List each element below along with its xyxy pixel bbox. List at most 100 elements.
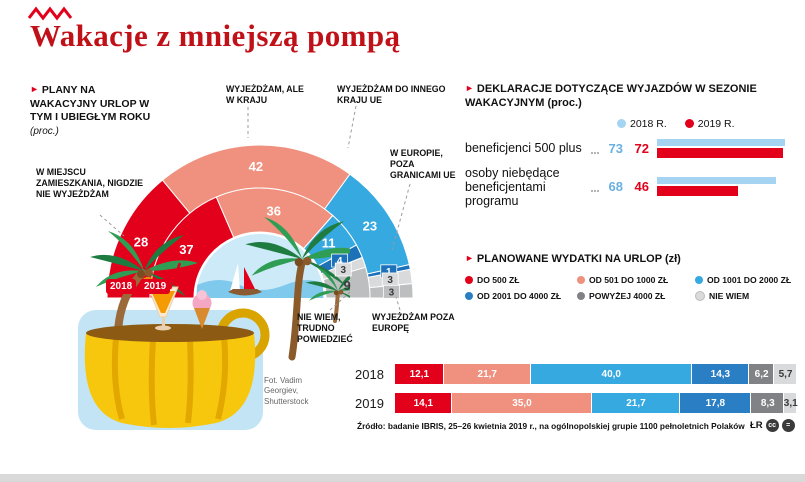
legend-item-2018: 2018 r. [617,118,667,130]
legend-item-2019: 2019 r. [684,117,735,130]
callout-other-eu: Wyjeżdżam do innego kraju UE [337,84,446,105]
year-badge-2019: 2019 [140,279,171,294]
spend-segment: 17,8 [679,393,752,413]
spend-segment: 21,7 [592,393,680,413]
heading-text: Planowane wydatki na urlop [476,253,662,265]
spend-bar-row: 2018 12,1 21,7 40,0 14,3 6,2 5,7 [355,364,800,384]
dotted-leader [591,181,599,193]
legend-label: Powyżej 4000 zł [589,291,666,302]
legend-dot-2019 [684,119,694,129]
arrow-marker-icon: ► [465,83,474,93]
donut-value-label: 3 [340,265,346,276]
donut-value-label: 28 [134,235,148,250]
nd-icon: = [781,419,795,432]
declaration-row-beneficiaries: beneficjenci 500 plus 73 72 [465,138,797,158]
spending-bars: 2018 12,1 21,7 40,0 14,3 6,2 5,7 2019 14,1 35,0 21… [355,364,800,422]
photo-credit: Fot. Vadim Georgiev, Shutterstock [264,376,309,406]
legend-dot [695,276,703,285]
spend-segment: 40,0 [530,364,692,384]
cc-icon: cc [765,419,779,432]
vacation-plans-heading: ► Plany na wakacyjny urlop w tym i ubiegł… [30,84,162,138]
donut-value-label: 37 [179,242,193,257]
legend-dot [465,292,473,301]
bar-2019 [657,147,783,158]
bar-2019 [657,186,738,197]
legend-label: 2018 r. [630,117,667,130]
spend-segment: 3,1 [784,393,798,413]
legend-label: Do 500 zł [477,275,520,286]
page-title: Wakacje z mniejszą pompą [30,18,401,53]
callout-stay-home: W miejscu zamieszkania, nigdzie nie wyje… [36,167,144,199]
heading-unit: (proc.) [547,97,582,110]
callout-europe-non-eu: W Europie, poza granicami UE [390,148,456,180]
bar-2018 [657,138,785,146]
donut-segment [322,266,371,299]
row-label: osoby niebędące beneficjentami programu [465,165,560,208]
value-2019: 72 [634,140,649,156]
spending-section: ► Planowane wydatki na urlop (zł) Do 500 … [465,252,797,302]
bar-pair [657,177,797,197]
spend-bar-row: 2019 14,1 35,0 21,7 17,8 8,3 3,1 [355,393,800,413]
donut-value-label: 36 [267,204,281,219]
donut-value-label: 4 [337,256,343,267]
arrow-marker-icon: ► [465,253,474,263]
value-2018: 73 [608,140,623,156]
zigzag-decoration [28,6,73,21]
spend-legend-item: Od 1001 do 2000 zł [695,275,797,285]
heading-unit: (proc.) [30,125,59,137]
declarations-heading: ► Deklaracje dotyczące wyjazdów w sezonie… [465,82,797,111]
legend-dot-2018 [617,119,626,129]
spend-segment: 14,1 [395,393,452,413]
bottom-edge-strip [0,474,805,482]
spend-segment: 12,1 [395,364,444,384]
donut-value-label: 3 [389,287,395,298]
donut-value-label: 42 [249,159,263,174]
year-label: 2018 [355,366,384,382]
declaration-row-non-beneficiaries: osoby niebędące beneficjentami programu … [465,166,797,208]
spend-legend-item: Powyżej 4000 zł [577,291,689,301]
bar-2018 [657,177,776,185]
source-note: Źródło: badanie IBRIS, 25–26 kwietnia 20… [357,421,745,431]
half-donut-chart [106,144,414,299]
donut-value-label: 11 [322,235,336,250]
dotted-leader [591,143,599,154]
stacked-bar: 14,1 35,0 21,7 17,8 8,3 3,1 [395,393,798,413]
donut-value-label: 9 [344,278,351,293]
spend-segment: 6,2 [749,364,775,384]
arrow-marker-icon: ► [30,84,39,94]
value-chip [382,284,400,299]
value-2018: 68 [608,179,623,195]
heading-text: Plany na wakacyjny urlop w tym i ubiegły… [30,84,151,124]
legend-label: Nie wiem [709,291,750,302]
legend-dot [577,276,585,285]
spend-segment: 35,0 [451,393,593,413]
spend-legend-item: Do 500 zł [465,275,571,285]
callout-domestic: Wyjeżdżam, ale w kraju [226,84,304,105]
spend-segment: 5,7 [774,364,797,384]
legend-dot [577,292,585,301]
legend-label: 2019 r. [697,117,735,130]
legend-label: Od 1001 do 2000 zł [707,275,792,286]
year-label: 2019 [355,395,384,411]
spend-legend-item: Od 501 do 1000 zł [577,275,689,285]
bar-pair [657,138,797,158]
spend-segment: 21,7 [443,364,531,384]
spend-legend-item: Nie wiem [695,291,797,302]
credits: ŁR cc = [750,419,795,432]
spending-heading: ► Planowane wydatki na urlop (zł) [465,252,797,266]
legend-dot [465,276,473,285]
row-label: beneficjenci 500 plus [465,141,582,156]
stacked-bar: 12,1 21,7 40,0 14,3 6,2 5,7 [395,364,797,384]
declarations-section: ► Deklaracje dotyczące wyjazdów w sezonie… [465,82,797,216]
declarations-legend: 2018 r. 2019 r. [617,118,797,130]
heading-text: Deklaracje dotyczące wyjazdów w sezonie … [465,83,757,110]
spend-legend-item: Od 2001 do 4000 zł [465,291,571,301]
heading-unit: (zł) [664,253,681,265]
callout-dont-know: Nie wiem, trudno powiedzieć [297,312,353,344]
legend-label: Od 501 do 1000 zł [589,275,669,286]
callout-outside-europe: Wyjeżdżam poza Europę [372,312,455,333]
spending-legend: Do 500 zł Od 501 do 1000 zł Od 1001 do 200… [465,275,797,302]
beach-bag-illustration [78,217,350,430]
